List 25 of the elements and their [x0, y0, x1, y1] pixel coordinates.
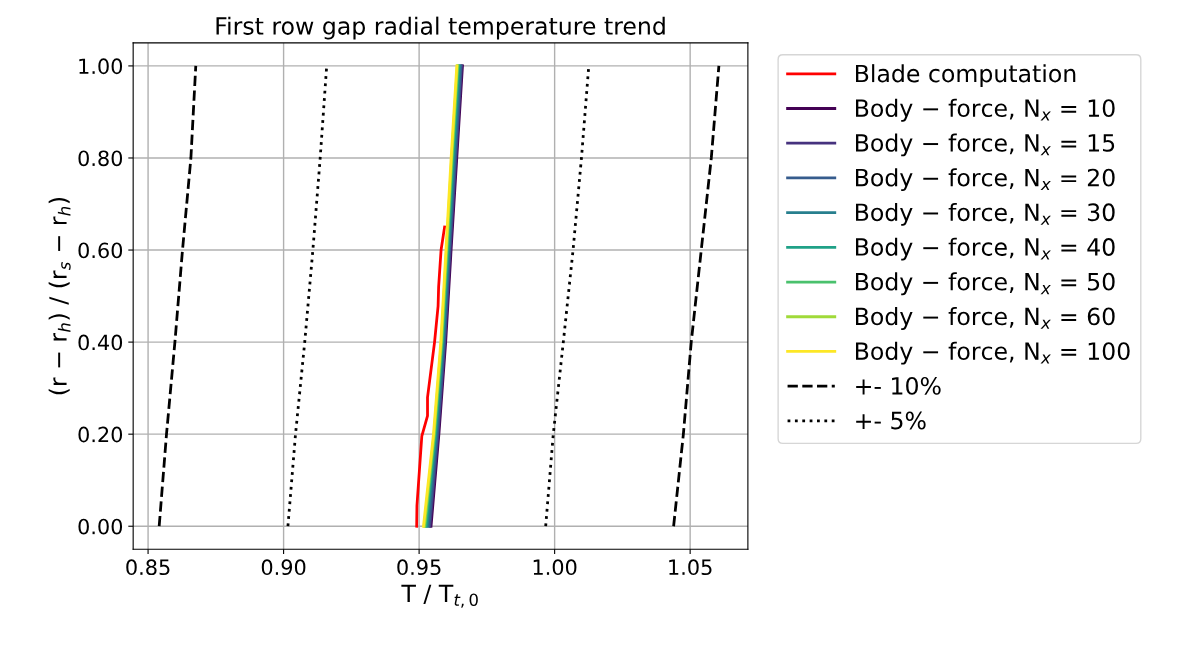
y-tick-label: 0.20 [78, 426, 123, 443]
y-tick-label: 0.60 [78, 242, 123, 259]
y-axis-title: (r − r$_{h}$) / (r$_{s}$ − r$_{h}$) [48, 197, 71, 395]
legend-label: Body − force, N$_{x}$ = 100 [856, 341, 1130, 365]
legend-label: Blade computation [856, 64, 1076, 87]
x-tick-label: 1.00 [533, 559, 577, 576]
legend-label: Body − force, N$_{x}$ = 30 [856, 202, 1115, 226]
legend-label: Body − force, N$_{x}$ = 50 [856, 272, 1115, 296]
x-tick-label: 1.05 [669, 559, 712, 576]
x-tick-label: 0.90 [261, 559, 306, 576]
x-tick-label: 0.85 [126, 559, 170, 576]
legend-label: Body − force, N$_{x}$ = 20 [856, 168, 1115, 192]
legend-label: +- 10% [856, 376, 941, 395]
x-tick-label: 0.95 [397, 559, 441, 576]
legend-label: Body − force, N$_{x}$ = 40 [856, 237, 1115, 261]
legend-label: Body − force, N$_{x}$ = 10 [856, 98, 1115, 122]
legend-label: +- 5% [856, 411, 926, 430]
y-tick-label: 0.00 [78, 518, 123, 535]
y-tick-label: 1.00 [79, 58, 123, 75]
y-tick-label: 0.40 [78, 334, 123, 351]
chart-title: First row gap radial temperature trend [216, 16, 665, 40]
y-tick-label: 0.80 [78, 150, 123, 167]
legend-label: Body − force, N$_{x}$ = 60 [856, 307, 1115, 330]
legend-label: Body − force, N$_{x}$ = 15 [856, 133, 1115, 157]
x-axis-title: T / T$_{t,0}$ [401, 584, 478, 608]
